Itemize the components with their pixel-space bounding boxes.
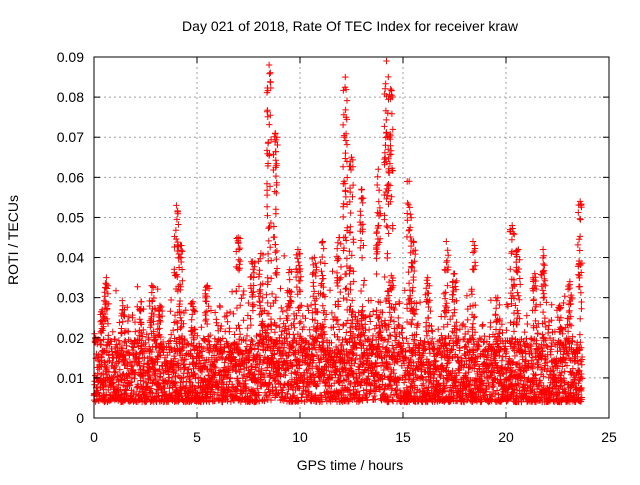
- chart-background: [0, 0, 640, 480]
